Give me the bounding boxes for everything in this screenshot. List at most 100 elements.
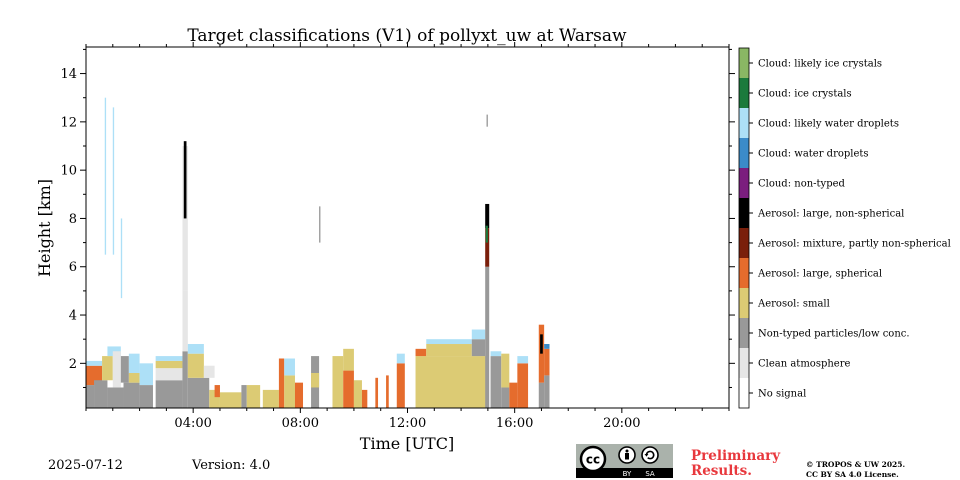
preliminary-line-2: Results. (691, 463, 752, 479)
x-axis-label: Time [UTC] (360, 434, 454, 453)
classification-cell (486, 114, 488, 127)
cc-icon: cc (579, 445, 607, 473)
cc-by-sa-badge[interactable]: cc BY SA (576, 444, 673, 478)
classification-cell (86, 360, 103, 366)
cc-icon-text: cc (586, 453, 600, 467)
x-tick-label: 20:00 (603, 416, 640, 431)
classification-cell (86, 385, 95, 408)
classification-cell (490, 351, 502, 357)
preliminary-results-note: Preliminary Results. (691, 449, 780, 479)
legend-swatch (739, 228, 749, 258)
legend-label: Cloud: likely water droplets (758, 119, 899, 130)
license-line-1: © TROPOS & UW 2025. (806, 460, 906, 469)
x-tick-label: 08:00 (282, 416, 319, 431)
classification-cell (112, 107, 115, 255)
classification-cell (426, 339, 472, 345)
x-tick-label: 16:00 (496, 416, 533, 431)
classification-cell (104, 97, 107, 255)
legend-label: Cloud: likely ice crystals (758, 59, 882, 70)
badge-by-text: BY (623, 470, 632, 478)
classification-cell (139, 363, 153, 386)
classification-cell (155, 360, 183, 369)
y-tick-label: 6 (69, 260, 77, 275)
classification-cell (343, 348, 354, 371)
classification-cell (485, 225, 488, 243)
y-tick-label: 8 (69, 212, 77, 227)
legend-swatch (739, 378, 749, 408)
license-note: © TROPOS & UW 2025. CC BY SA 4.0 License… (806, 460, 905, 480)
classification-cell (517, 356, 529, 364)
classification-cell (485, 203, 490, 229)
classification-cell (544, 375, 550, 408)
classification-cell (262, 389, 279, 408)
classification-cell (485, 228, 490, 267)
classification-cell (182, 290, 188, 352)
legend-swatch (739, 48, 749, 78)
legend-label: Cloud: ice crystals (758, 89, 852, 100)
footer-date: 2025-07-12 (48, 458, 123, 473)
classification-cell (396, 353, 405, 364)
classification-cell (155, 368, 183, 381)
legend-swatch (739, 318, 749, 348)
classification-cell (203, 365, 215, 378)
footer-version: Version: 4.0 (192, 458, 271, 473)
x-axis: 04:00 08:00 12:00 16:00 20:00 (85, 42, 730, 431)
legend-label: Aerosol: mixture, partly non-spherical (757, 239, 951, 250)
legend-label: Aerosol: large, non-spherical (757, 209, 904, 220)
classification-cell (209, 389, 220, 408)
classification-cell (284, 375, 295, 408)
legend-frame (738, 47, 750, 409)
classification-cell (538, 324, 545, 383)
classification-cell (278, 358, 285, 408)
classification-cell (490, 356, 502, 408)
classification-cell (343, 370, 354, 408)
classification-cell (361, 389, 368, 408)
classification-cell (471, 329, 486, 340)
classification-cell (102, 356, 113, 381)
classification-cell (214, 385, 220, 398)
classification-cell (544, 348, 550, 376)
legend-swatch (739, 78, 749, 108)
y-axis: 2 4 6 8 10 12 14 (60, 48, 735, 388)
legend-swatch (739, 258, 749, 288)
classification-cell (187, 377, 210, 408)
classification-cell (415, 348, 427, 357)
plot-area (85, 46, 730, 409)
classification-cell (94, 380, 108, 408)
classification-cell (426, 344, 472, 357)
classification-cell (509, 382, 518, 408)
preliminary-line-1: Preliminary (691, 448, 781, 464)
classification-cell (183, 141, 187, 219)
legend-colorbar: No signal Clean atmosphere Non-typed parti… (738, 47, 951, 409)
classification-cell (396, 363, 405, 408)
classification-cell (294, 382, 304, 408)
classification-cell (120, 356, 129, 383)
classification-cell (182, 351, 188, 408)
legend-swatch (739, 198, 749, 228)
legend-label: Cloud: non-typed (758, 179, 846, 190)
chart-title: Target classifications (V1) of pollyxt_u… (187, 26, 627, 46)
legend-swatch (739, 108, 749, 138)
y-tick-label: 14 (60, 67, 77, 82)
classification-cell (501, 353, 510, 388)
legend-label: Non-typed particles/low conc. (758, 329, 910, 340)
classification-cell (112, 351, 121, 388)
classification-cell (501, 387, 510, 408)
y-axis-label: Height [km] (35, 179, 54, 277)
classification-cell (319, 206, 321, 243)
classification-cell (241, 385, 247, 408)
x-tick-label: 04:00 (174, 416, 211, 431)
classification-cell (471, 339, 486, 357)
classification-cell (187, 353, 204, 378)
badge-sa-text: SA (645, 470, 655, 478)
legend-swatch (739, 288, 749, 318)
classification-cell (128, 353, 140, 373)
classification-cell (128, 372, 140, 383)
classification-cell (86, 365, 103, 386)
classification-cell (415, 356, 488, 408)
classification-cell (375, 377, 379, 408)
classification-cell (386, 375, 389, 408)
x-tick-label: 12:00 (389, 416, 426, 431)
classification-cell (120, 218, 123, 299)
